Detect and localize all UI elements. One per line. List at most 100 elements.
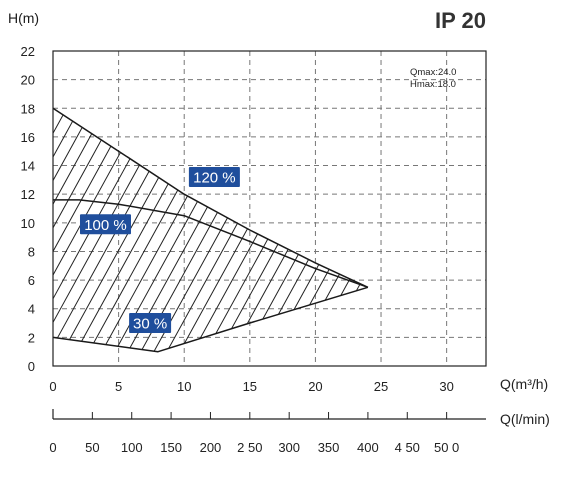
grid [53, 51, 486, 366]
series-line [52, 286, 369, 353]
hatch-line [223, 108, 368, 352]
plot-frame [52, 50, 487, 367]
y-tick-label: 6 [28, 273, 35, 288]
hatch-line [393, 0, 569, 366]
x2-tick-label: 4 50 [395, 440, 420, 455]
hatch-line [314, 108, 368, 352]
series-label-box [79, 214, 131, 235]
x2-tick-label: 200 [200, 440, 222, 455]
x2-tick-label: 50 0 [434, 440, 459, 455]
hatch-line [497, 0, 569, 366]
hatch-line [53, 108, 350, 352]
series-label: 30 % [133, 316, 167, 333]
hatch-line [197, 108, 368, 352]
series-label-box [188, 167, 240, 187]
hatch-line [353, 108, 368, 352]
y-tick-label: 12 [21, 187, 35, 202]
x-tick-label: 15 [243, 379, 257, 394]
annotation-text: Qmax:24.0 [410, 67, 456, 78]
hatch-line [54, 108, 368, 352]
hatch-line [53, 108, 103, 352]
hatch-line [171, 108, 368, 352]
y-tick-label: 14 [21, 159, 35, 174]
hatch-line [510, 0, 569, 366]
hatch-line [53, 108, 337, 352]
axes: 0 2 4 6 8 10 12 14 16 18 20 22 0 5 10 15 20 25 30 Q(m³/h) 0 5… [21, 44, 550, 455]
x-tick-label: 10 [177, 379, 191, 394]
hatch-line [406, 0, 569, 366]
y-tick-label: 4 [28, 302, 35, 317]
x-axis-label: Q(m³/h) [500, 376, 548, 392]
x-tick-label: 0 [49, 379, 56, 394]
hatch-line [301, 108, 368, 352]
hatch-line [275, 108, 368, 352]
hatch-line [119, 108, 368, 352]
x-tick-label: 20 [308, 379, 322, 394]
hatch-line [262, 108, 368, 352]
series-line [53, 199, 369, 289]
hatch-line [53, 108, 311, 352]
hatch-line [53, 108, 90, 352]
annotation-text: Hmax:18.0 [410, 79, 456, 90]
hatch-line [132, 108, 368, 352]
hatch-line [53, 108, 324, 352]
hatch-line [0, 0, 11, 366]
x-tick-label: 5 [115, 379, 122, 394]
hatch-line [484, 0, 569, 366]
hatch-line [158, 108, 368, 352]
hatch-line [106, 108, 368, 352]
y-tick-label: 10 [21, 216, 35, 231]
hatch-line [53, 108, 298, 352]
x2-tick-label: 300 [278, 440, 300, 455]
hatch-region [0, 0, 569, 366]
hatch-line [288, 108, 368, 352]
series-label-box [129, 313, 172, 334]
x-tick-label: 30 [439, 379, 453, 394]
x2-tick-label: 50 [85, 440, 99, 455]
hatch-line [327, 108, 368, 352]
hatch-line [549, 0, 569, 366]
hatch-line [93, 108, 368, 352]
hatch-line [523, 0, 569, 366]
hatch-line [145, 108, 368, 352]
series-label: 100 % [84, 217, 127, 234]
chart-title: IP 20 [435, 8, 486, 33]
series-label: 120 % [193, 170, 236, 187]
x-tick-label: 25 [374, 379, 388, 394]
x2-tick-label: 150 [160, 440, 182, 455]
hatch-line [53, 108, 129, 352]
x2-tick-label: 400 [357, 440, 379, 455]
series-line [52, 107, 369, 288]
hatch-line [340, 108, 368, 352]
hatch-line [445, 0, 569, 366]
hatch-line [80, 108, 368, 352]
x2-tick-label: 100 [121, 440, 143, 455]
hatch-line [366, 108, 368, 352]
hatch-line [67, 108, 368, 352]
y-tick-label: 2 [28, 330, 35, 345]
y-tick-label: 18 [21, 101, 35, 116]
y-tick-label: 22 [21, 44, 35, 59]
y-tick-label: 0 [28, 359, 35, 374]
x2-axis-label: Q(l/min) [500, 411, 550, 427]
x2-tick-label: 0 [49, 440, 56, 455]
hatch-line [184, 108, 368, 352]
y-tick-label: 16 [21, 130, 35, 145]
hatch-line [432, 0, 569, 366]
hatch-line [210, 108, 368, 352]
x2-tick-label: 350 [318, 440, 340, 455]
hatch-line [458, 0, 569, 366]
hatch-line [236, 108, 368, 352]
y-tick-label: 8 [28, 244, 35, 259]
y-tick-label: 20 [21, 73, 35, 88]
hatch-line [53, 108, 363, 352]
x2-tick-label: 2 50 [237, 440, 262, 455]
hatch-line [419, 0, 569, 366]
y-axis-label: H(m) [8, 10, 40, 26]
hatch-line [249, 108, 368, 352]
hatch-line [380, 0, 569, 366]
hatch-line [562, 0, 569, 366]
hatch-line [536, 0, 569, 366]
